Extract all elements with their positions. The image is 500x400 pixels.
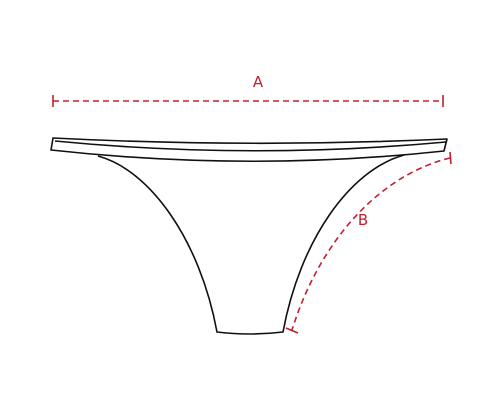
label-b: B [358, 211, 368, 229]
garment-outline [50, 137, 448, 335]
measure-b-end [285, 327, 299, 334]
waistband-seam [54, 140, 447, 152]
measure-b-line [291, 157, 451, 331]
label-a: A [253, 73, 264, 91]
measure-a [52, 95, 444, 107]
measure-b [285, 151, 452, 334]
measure-b-end [449, 151, 452, 165]
body-outline [97, 154, 405, 335]
waistband [50, 137, 448, 163]
